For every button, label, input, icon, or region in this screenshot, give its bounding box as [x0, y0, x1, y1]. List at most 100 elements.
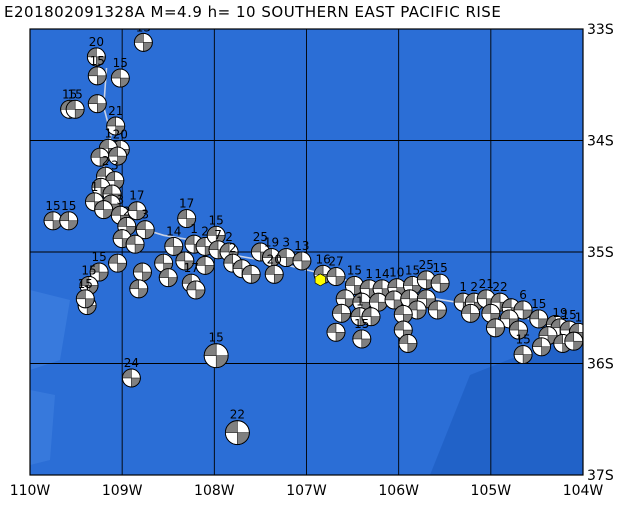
beachball [87, 94, 107, 114]
depth-label: 13 [294, 239, 309, 253]
depth-label: 15 [209, 213, 224, 227]
depth-label: 6 [519, 288, 527, 302]
beachball [352, 329, 372, 349]
depth-label: 19 [264, 236, 279, 250]
beachball [264, 264, 284, 284]
depth-label: 15 [531, 297, 546, 311]
beachball [108, 253, 128, 273]
depth-label: 2 [470, 280, 478, 294]
depth-label: 2 [229, 241, 237, 255]
beachball [108, 146, 128, 166]
depth-label: 15 [45, 199, 60, 213]
depth-label: 2 [123, 204, 131, 218]
deep-basin-shading [430, 330, 583, 475]
lon-tick-label: 105W [471, 483, 512, 499]
lon-tick-label: 107W [286, 483, 327, 499]
depth-label: 15 [81, 263, 96, 277]
depth-label: 19 [552, 306, 567, 320]
lon-tick-label: 108W [194, 483, 235, 499]
beachball [106, 116, 126, 136]
beachball [461, 303, 481, 323]
event-marker-layer [314, 273, 326, 287]
beachball [393, 304, 413, 324]
epicenter-marker [314, 273, 326, 287]
depth-label: 1 [105, 126, 113, 140]
beachball [86, 47, 106, 67]
beachball [133, 32, 153, 52]
lon-tick-label: 104W [563, 483, 604, 499]
depth-label: 2 [225, 230, 233, 244]
beachball [224, 420, 250, 446]
beachball [276, 248, 296, 268]
depth-label: 22 [492, 280, 507, 294]
depth-label: 17 [184, 261, 199, 275]
map-title: E201802091328A M=4.9 h= 10 SOUTHERN EAST… [4, 3, 502, 21]
depth-label: 15 [405, 263, 420, 277]
depth-label: 15 [347, 263, 362, 277]
lat-tick-label: 37S [587, 468, 614, 484]
beachball [241, 264, 261, 284]
beachball [158, 268, 178, 288]
beachball [186, 280, 206, 300]
depth-label: 17 [129, 189, 144, 203]
lon-tick-label: 106W [378, 483, 419, 499]
beachball [513, 300, 533, 320]
depth-label: 1 [91, 180, 99, 194]
depth-label: 14 [166, 224, 181, 238]
beachball [135, 220, 155, 240]
depth-label: 15 [90, 54, 105, 68]
beachball [361, 307, 381, 327]
beachball [485, 318, 505, 338]
latitude-tick-labels: 33S 34S 35S 36S 37S [587, 22, 614, 484]
depth-label: 14 [374, 267, 389, 281]
beachball [121, 368, 141, 388]
longitude-tick-labels: 110W 109W 108W 107W 106W 105W 104W [10, 483, 604, 499]
beachball [513, 345, 533, 365]
depth-label: 1 [356, 295, 364, 309]
beachball [326, 322, 346, 342]
depth-label: 1 [459, 280, 467, 294]
beachball [65, 99, 85, 119]
depth-label: 1 [575, 310, 583, 324]
beachball [529, 309, 549, 329]
depth-label: 20 [89, 35, 104, 49]
depth-label: 24 [124, 356, 139, 370]
beachball [177, 209, 197, 229]
beachball [292, 251, 312, 271]
beachball [427, 300, 447, 320]
depth-label: 15 [515, 333, 530, 347]
depth-label: 20 [113, 127, 128, 141]
beachball [335, 289, 355, 309]
lat-tick-label: 36S [587, 357, 614, 373]
beachball [398, 333, 418, 353]
depth-label: 1 [365, 267, 373, 281]
depth-label: 25 [253, 230, 268, 244]
depth-label: 15 [91, 250, 106, 264]
beachball [326, 267, 346, 286]
beachball [127, 201, 147, 221]
map-frame [29, 28, 584, 476]
depth-label: 25 [419, 258, 434, 272]
beachball [384, 290, 404, 310]
lon-tick-label: 109W [102, 483, 143, 499]
beachball [94, 200, 114, 220]
beachball [129, 279, 149, 299]
beachball [532, 337, 551, 357]
depth-label: 1 [190, 222, 198, 236]
depth-label: 15 [62, 87, 77, 101]
depth-label: 22 [230, 408, 245, 422]
lat-tick-label: 35S [587, 245, 614, 261]
depth-label: 17 [179, 197, 194, 211]
beachball [564, 331, 583, 351]
shallow-patch-shading [30, 390, 55, 465]
beachball [175, 251, 195, 271]
depth-label: 15 [209, 331, 224, 345]
depth-label: 10 [389, 266, 404, 280]
shallow-patch-shading [30, 290, 70, 370]
depth-label: 15 [61, 199, 76, 213]
depth-label: 15 [68, 87, 83, 101]
depth-label: 3 [111, 159, 119, 173]
depth-label: 27 [328, 255, 343, 269]
depth-label: 15 [78, 277, 93, 291]
